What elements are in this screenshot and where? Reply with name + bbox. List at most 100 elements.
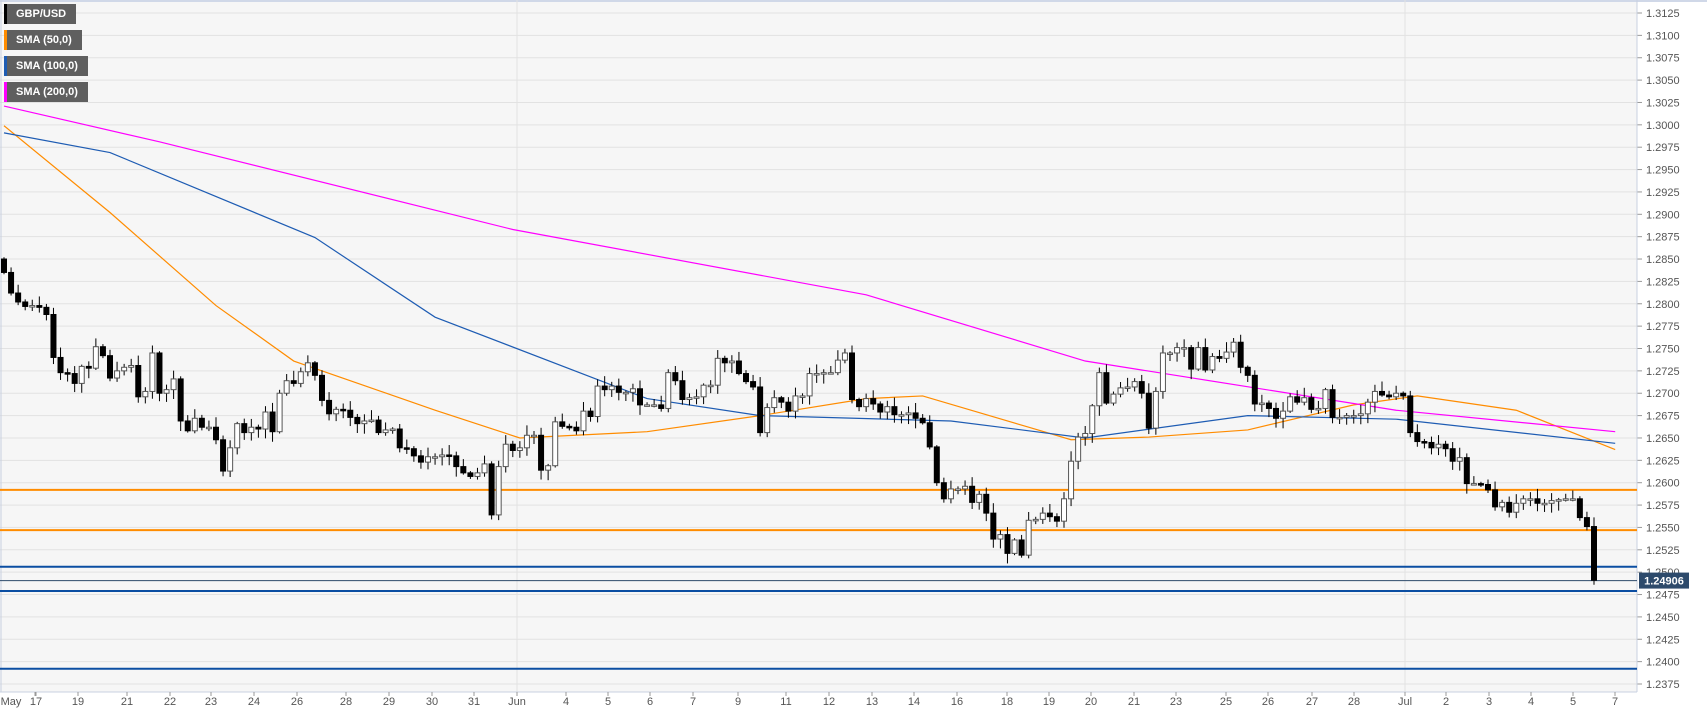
- candle-body-up: [304, 362, 311, 373]
- candle: [580, 402, 587, 436]
- candle-body-up: [92, 346, 99, 369]
- candle: [1188, 345, 1195, 380]
- candle: [1414, 424, 1421, 447]
- x-tick-label: 20: [1085, 696, 1097, 708]
- candle-body-down: [672, 372, 679, 382]
- candle-body-down: [241, 423, 248, 434]
- legend-item-sma50[interactable]: SMA (50,0): [4, 30, 82, 50]
- candle-body-down: [1053, 516, 1060, 522]
- candle: [234, 421, 241, 455]
- sma-line-50: [3, 125, 1616, 451]
- candle-body-up: [1371, 390, 1378, 403]
- candle-body-down: [969, 485, 976, 503]
- candle: [1449, 442, 1456, 470]
- candle: [276, 389, 283, 434]
- candle-body-down: [1591, 526, 1597, 581]
- candle: [1583, 511, 1590, 531]
- candle-body-down: [1, 258, 7, 273]
- candle-body-up: [1548, 500, 1555, 504]
- candle: [1506, 496, 1513, 518]
- x-tick-label: 21: [121, 696, 133, 708]
- y-tick-label: 1.2525: [1646, 545, 1680, 557]
- candle: [114, 361, 121, 382]
- candle-body-up: [1520, 498, 1527, 504]
- candle-body-down: [135, 364, 142, 398]
- candle: [1315, 400, 1322, 414]
- candle: [1089, 403, 1096, 443]
- candle-body-up: [714, 357, 721, 386]
- legend-item-gbpusd[interactable]: GBP/USD: [4, 4, 77, 24]
- candle: [1251, 370, 1258, 412]
- candle-body-down: [637, 388, 643, 406]
- candle-body-down: [347, 409, 354, 418]
- legend-item-sma200[interactable]: SMA (200,0): [4, 82, 88, 102]
- candle-body-up: [976, 493, 983, 503]
- candle: [453, 451, 460, 477]
- candle-body-down: [1414, 432, 1421, 443]
- y-tick-label: 1.3025: [1646, 97, 1680, 109]
- candle: [1477, 481, 1484, 487]
- x-tick-label: 9: [735, 696, 741, 708]
- candle-body-down: [319, 374, 325, 401]
- candle: [1082, 426, 1089, 446]
- candle: [955, 486, 961, 495]
- y-tick-label: 1.2650: [1646, 433, 1680, 445]
- x-tick-label: 28: [340, 696, 352, 708]
- candle-body-up: [1181, 347, 1188, 350]
- top-border: [0, 0, 1707, 2]
- legend-swatch: [4, 4, 7, 24]
- candle: [799, 393, 806, 404]
- candle-body-up: [947, 488, 954, 500]
- candle-body-up: [29, 305, 36, 308]
- candle: [403, 439, 410, 454]
- candle: [1103, 364, 1110, 405]
- candle: [969, 477, 976, 509]
- legend-item-sma100[interactable]: SMA (100,0): [4, 56, 88, 76]
- y-tick-label: 1.2600: [1646, 478, 1680, 490]
- candle: [333, 406, 340, 422]
- candle: [227, 440, 234, 477]
- candle-body-down: [1265, 402, 1272, 409]
- candle: [1, 257, 7, 275]
- candle-body-up: [1350, 415, 1357, 418]
- x-tick-label: 28: [1348, 696, 1360, 708]
- candle-body-up: [389, 428, 396, 432]
- candle-body-down: [615, 385, 622, 393]
- candle: [290, 370, 297, 387]
- candle: [764, 403, 771, 438]
- candle: [615, 378, 622, 401]
- candle: [149, 345, 156, 399]
- y-tick-label: 1.3000: [1646, 120, 1680, 132]
- x-tick-label: 31: [468, 696, 480, 708]
- candle-body-down: [467, 472, 474, 477]
- y-tick-label: 1.2700: [1646, 388, 1680, 400]
- x-tick-label: May: [1, 696, 22, 708]
- y-tick-label: 1.3075: [1646, 53, 1680, 65]
- candle-body-up: [1061, 498, 1067, 522]
- x-tick-label: 4: [563, 696, 569, 708]
- candle: [311, 361, 318, 381]
- candle: [757, 377, 764, 437]
- candle-body-up: [163, 389, 170, 394]
- x-tick-label: 6: [647, 696, 653, 708]
- candle-body-down: [43, 306, 50, 316]
- candle: [651, 399, 658, 408]
- candle-body-down: [99, 346, 106, 357]
- candle-body-up: [1569, 498, 1576, 501]
- legend-label: GBP/USD: [16, 8, 67, 20]
- candle: [389, 427, 396, 434]
- candle: [856, 397, 863, 412]
- candle: [644, 402, 651, 407]
- candle-body-up: [1258, 402, 1265, 406]
- candle-body-down: [1244, 366, 1251, 376]
- candle: [1181, 339, 1188, 357]
- candle-body-up: [545, 465, 552, 471]
- candle-body-down: [573, 426, 580, 432]
- candle-body-up: [1032, 518, 1039, 522]
- candle: [637, 380, 643, 415]
- candle-body-down: [856, 398, 863, 408]
- candle: [269, 402, 276, 442]
- candle-body-down: [1506, 501, 1513, 513]
- candle-body-up: [1315, 407, 1322, 411]
